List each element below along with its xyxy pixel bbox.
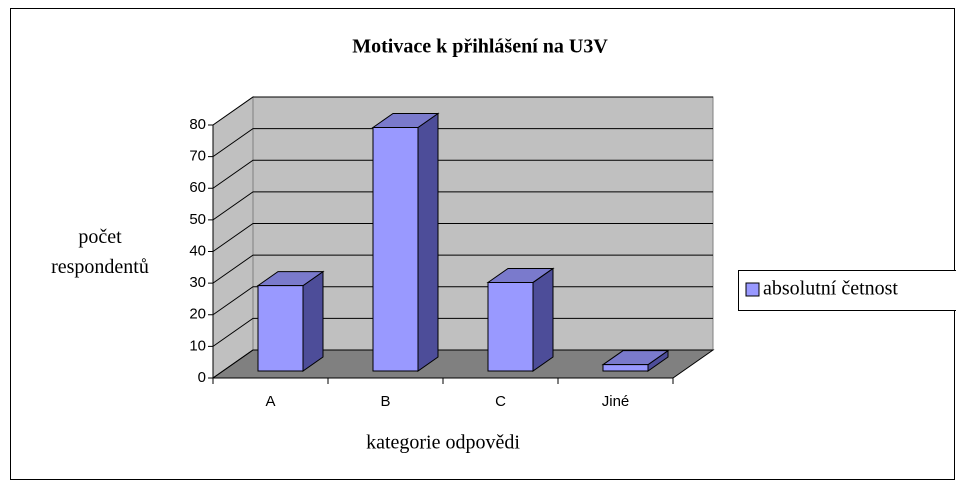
y-tick-label: 70 bbox=[189, 148, 206, 165]
grid-line bbox=[212, 223, 713, 252]
grid-line bbox=[212, 286, 713, 316]
x-tick-label: B bbox=[380, 393, 390, 410]
y-tick-label: 80 bbox=[189, 116, 206, 133]
bar bbox=[487, 281, 534, 372]
y-tick-label: 0 bbox=[198, 369, 206, 386]
bar bbox=[372, 126, 419, 372]
grid-line bbox=[212, 254, 713, 284]
chart-title: Motivace k přihlášení na U3V bbox=[352, 36, 608, 58]
y-tick-label: 40 bbox=[189, 242, 206, 259]
grid-line bbox=[212, 317, 713, 347]
x-axis-label: kategorie odpovědi bbox=[366, 432, 520, 454]
y-tick-label: 30 bbox=[189, 274, 206, 291]
legend-swatch bbox=[745, 282, 760, 297]
y-tick-label: 20 bbox=[189, 306, 206, 323]
bar-side bbox=[532, 267, 554, 372]
x-tick-label: A bbox=[265, 393, 275, 410]
bar bbox=[257, 285, 304, 372]
grid-line bbox=[212, 159, 713, 189]
grid-line bbox=[212, 96, 713, 126]
grid-line bbox=[212, 349, 713, 379]
bar bbox=[602, 364, 649, 372]
bar-side bbox=[417, 112, 439, 372]
bar-side bbox=[302, 270, 324, 372]
legend-box bbox=[738, 270, 956, 311]
x-tick-label: Jiné bbox=[602, 393, 630, 410]
legend-label: absolutní četnost bbox=[763, 278, 898, 300]
grid-line bbox=[212, 128, 713, 158]
x-tick-label: C bbox=[495, 393, 506, 410]
y-tick-label: 60 bbox=[189, 179, 206, 196]
y-tick-label: 10 bbox=[189, 337, 206, 354]
grid-line bbox=[212, 191, 713, 221]
y-tick-label: 50 bbox=[189, 211, 206, 228]
y-axis-label: počet respondentů bbox=[51, 226, 149, 278]
